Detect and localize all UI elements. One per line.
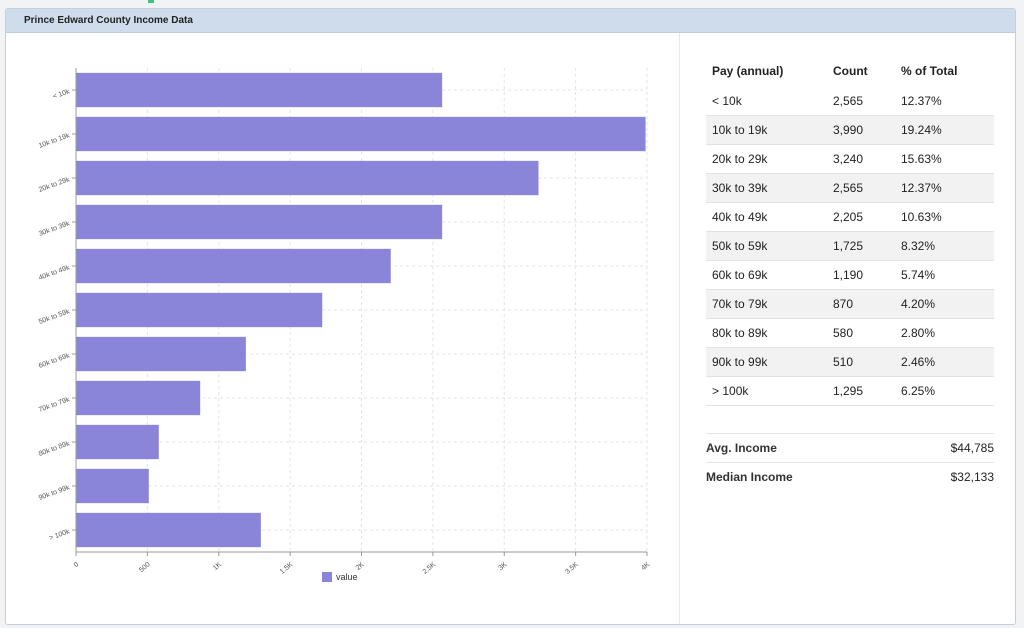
y-tick-label: 60k to 69k bbox=[38, 352, 71, 370]
table-cell: 10k to 19k bbox=[706, 115, 827, 145]
table-cell: 15.63% bbox=[895, 144, 994, 174]
median-income-row: Median Income $32,133 bbox=[706, 462, 994, 491]
table-cell: 8.32% bbox=[895, 231, 994, 261]
x-tick-label: 3.5K bbox=[564, 561, 580, 576]
table-cell: 90k to 99k bbox=[706, 347, 827, 377]
bar: < 10k: 2565 bbox=[76, 72, 443, 108]
table-cell: 870 bbox=[827, 289, 895, 319]
column-header: % of Total bbox=[901, 64, 958, 78]
table-cell: 580 bbox=[827, 318, 895, 348]
bar: 90k to 99k: 510 bbox=[76, 468, 149, 504]
median-income-value: $32,133 bbox=[950, 470, 994, 484]
x-tick-label: 0 bbox=[73, 561, 81, 569]
table-cell: 10.63% bbox=[895, 202, 994, 232]
y-tick-label: 50k to 59k bbox=[38, 308, 71, 326]
table-cell: 1,725 bbox=[827, 231, 895, 261]
table-cell: 3,990 bbox=[827, 115, 895, 145]
table-cell: 1,190 bbox=[827, 260, 895, 290]
y-tick-label: 20k to 29k bbox=[38, 176, 71, 194]
table-cell: 2,565 bbox=[827, 173, 895, 203]
top-accent-bar bbox=[148, 0, 154, 3]
table-cell: 2,205 bbox=[827, 202, 895, 232]
x-tick-label: 4K bbox=[640, 561, 651, 572]
legend-label: value bbox=[336, 572, 358, 582]
table-row: < 10k 2,565 12.37% bbox=[706, 87, 994, 116]
table-cell: 2.80% bbox=[895, 318, 994, 348]
table-cell: 4.20% bbox=[895, 289, 994, 319]
legend-swatch bbox=[322, 572, 332, 582]
bar: 30k to 39k: 2565 bbox=[76, 204, 443, 240]
x-tick-label: 2.5K bbox=[422, 561, 438, 576]
y-tick-label: 40k to 49k bbox=[38, 264, 71, 282]
median-income-label: Median Income bbox=[706, 470, 793, 484]
y-tick-label: 80k to 89k bbox=[38, 440, 71, 458]
x-tick-label: 500 bbox=[138, 561, 152, 574]
income-panel: Prince Edward County Income Data < 10k: … bbox=[5, 8, 1016, 625]
table-cell: 40k to 49k bbox=[706, 202, 827, 232]
table-row: 90k to 99k 510 2.46% bbox=[706, 347, 994, 377]
table-cell: 80k to 89k bbox=[706, 318, 827, 348]
table-cell: 12.37% bbox=[901, 94, 942, 108]
table-cell: 70k to 79k bbox=[706, 289, 827, 319]
panel-title: Prince Edward County Income Data bbox=[6, 9, 1015, 33]
bar: 40k to 49k: 2205 bbox=[76, 248, 391, 284]
table-row: 80k to 89k 580 2.80% bbox=[706, 318, 994, 348]
panel-divider bbox=[679, 33, 680, 624]
bar: > 100k: 1295 bbox=[76, 512, 261, 548]
bar: 70k to 79k: 870 bbox=[76, 380, 201, 416]
table-row: 10k to 19k 3,990 19.24% bbox=[706, 115, 994, 145]
income-summary: Avg. Income $44,785 Median Income $32,13… bbox=[706, 433, 994, 491]
table-row: 60k to 69k 1,190 5.74% bbox=[706, 260, 994, 290]
x-tick-label: 1.5K bbox=[279, 561, 295, 576]
table-cell: > 100k bbox=[706, 376, 827, 406]
bar: 50k to 59k: 1725 bbox=[76, 292, 323, 328]
table-cell: 1,295 bbox=[827, 376, 895, 406]
table-cell: 2.46% bbox=[895, 347, 994, 377]
y-tick-label: 70k to 79k bbox=[38, 396, 71, 414]
column-header: Count bbox=[833, 64, 868, 78]
chart-legend[interactable]: value bbox=[322, 572, 358, 582]
table-cell: 510 bbox=[827, 347, 895, 377]
table-cell: 60k to 69k bbox=[706, 260, 827, 290]
table-row: 20k to 29k 3,240 15.63% bbox=[706, 144, 994, 174]
column-header: Pay (annual) bbox=[712, 64, 784, 78]
avg-income-row: Avg. Income $44,785 bbox=[706, 433, 994, 462]
y-tick-label: < 10k bbox=[52, 88, 71, 101]
x-tick-label: 3K bbox=[497, 561, 508, 572]
table-cell: 6.25% bbox=[895, 376, 994, 406]
table-header-row: Pay (annual) Count % of Total bbox=[706, 55, 994, 87]
y-tick-label: 10k to 19k bbox=[38, 132, 71, 150]
bar: 20k to 29k: 3240 bbox=[76, 160, 539, 196]
table-cell: 20k to 29k bbox=[706, 144, 827, 174]
table-row: 40k to 49k 2,205 10.63% bbox=[706, 202, 994, 232]
avg-income-label: Avg. Income bbox=[706, 441, 777, 455]
table-row: 50k to 59k 1,725 8.32% bbox=[706, 231, 994, 261]
x-tick-label: 1K bbox=[212, 561, 223, 572]
x-tick-label: 2K bbox=[355, 561, 366, 572]
table-cell: 30k to 39k bbox=[706, 173, 827, 203]
table-cell: 2,565 bbox=[833, 94, 864, 108]
table-cell: 19.24% bbox=[895, 115, 994, 145]
avg-income-value: $44,785 bbox=[950, 441, 994, 455]
table-row: > 100k 1,295 6.25% bbox=[706, 376, 994, 406]
bar: 80k to 89k: 580 bbox=[76, 424, 159, 460]
table-row: 70k to 79k 870 4.20% bbox=[706, 289, 994, 319]
table-cell: < 10k bbox=[712, 94, 742, 108]
y-tick-label: > 100k bbox=[48, 528, 71, 542]
y-tick-label: 90k to 99k bbox=[38, 484, 71, 502]
table-cell: 5.74% bbox=[895, 260, 994, 290]
income-bar-chart: < 10k: 2565 10k to 19k: 3990 20k to 29k: 3… bbox=[38, 68, 652, 576]
y-tick-label: 30k to 39k bbox=[38, 220, 71, 238]
table-cell: 12.37% bbox=[895, 173, 994, 203]
bar: 10k to 19k: 3990 bbox=[76, 116, 646, 152]
table-row: 30k to 39k 2,565 12.37% bbox=[706, 173, 994, 203]
table-cell: 50k to 59k bbox=[706, 231, 827, 261]
table-cell: 3,240 bbox=[827, 144, 895, 174]
income-table: Pay (annual) Count % of Total < 10k 2,565… bbox=[706, 55, 994, 406]
bar: 60k to 69k: 1190 bbox=[76, 336, 246, 372]
